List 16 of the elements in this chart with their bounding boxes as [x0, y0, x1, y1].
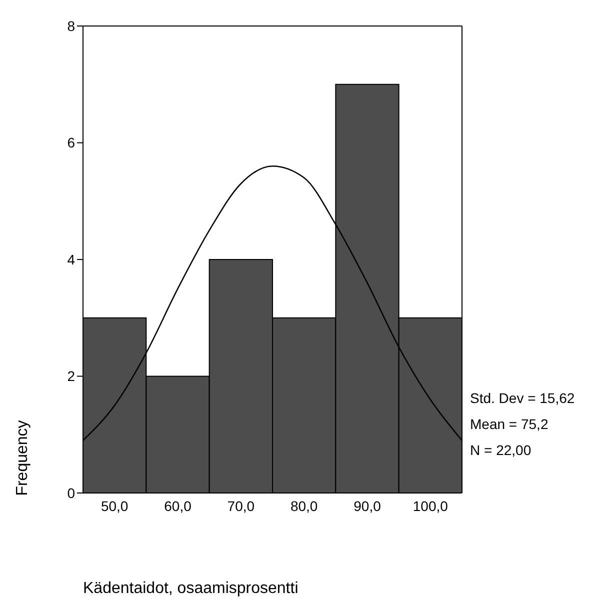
x-tick-label: 80,0	[290, 498, 318, 514]
y-tick-label: 0	[67, 484, 76, 501]
text: N = 22,00	[470, 441, 532, 460]
y-axis-title: Frequency	[14, 420, 32, 496]
text: Std. Dev = 15,62	[470, 389, 575, 408]
x-axis-title: Kädentaidot, osaamisprosentti	[83, 580, 298, 598]
x-tick-label: 100,0	[412, 498, 448, 514]
y-tick-label: 6	[67, 134, 76, 151]
y-tick-label: 2	[67, 368, 76, 384]
text: Mean = 75,2	[470, 415, 550, 434]
y-tick-label: 8	[67, 18, 76, 34]
x-tick-label: 90,0	[354, 498, 382, 514]
y-tick-label: 4	[67, 251, 76, 268]
x-tick-label: 50,0	[100, 498, 128, 514]
x-tick-label: 70,0	[227, 498, 255, 514]
x-tick-label: 60,0	[164, 498, 192, 514]
